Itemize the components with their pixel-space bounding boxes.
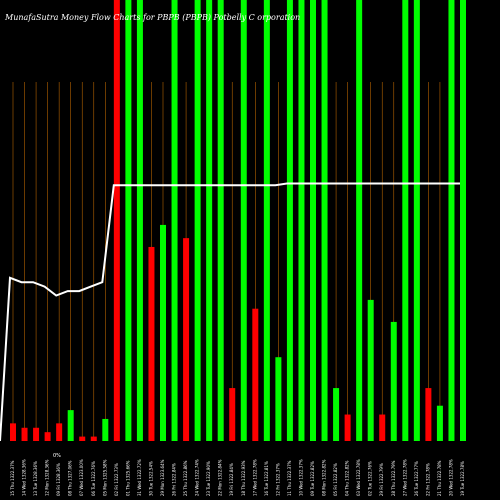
bar bbox=[367, 299, 374, 441]
tick-label: 08 Mon 1322.82% bbox=[322, 459, 327, 496]
bar bbox=[125, 0, 132, 441]
tick-label: 30 Tue 1322.54% bbox=[149, 461, 154, 496]
bar bbox=[448, 0, 455, 441]
bar bbox=[194, 0, 201, 441]
tick-label: 07 Wed 1323.00% bbox=[79, 459, 84, 496]
tick-label: 29 Mon 1323.64% bbox=[160, 459, 165, 496]
bar bbox=[252, 308, 259, 441]
tick-label: 22 Fri 1322.78% bbox=[425, 463, 430, 496]
tick-label: 04 Thu 1322.82% bbox=[345, 460, 350, 496]
tick-label: 28 Thu 1322.79% bbox=[391, 460, 396, 496]
tick-label: 18 Thu 1322.93% bbox=[241, 460, 246, 496]
bar bbox=[90, 436, 97, 441]
bar bbox=[356, 0, 363, 441]
bar bbox=[286, 0, 293, 441]
tick-label: 15 Thu 1322.37% bbox=[10, 460, 15, 496]
tick-label: 20 Wed 1322.78% bbox=[449, 459, 454, 496]
chart-title: MunafaSutra Money Flow Charts for PBPB (… bbox=[4, 13, 300, 22]
tick-label: 27 Wed 1322.78% bbox=[402, 459, 407, 496]
bar bbox=[413, 0, 420, 441]
bar bbox=[333, 388, 340, 441]
tick-label: 09 Fri 1328.36% bbox=[56, 463, 61, 496]
bar bbox=[102, 418, 109, 441]
bar bbox=[402, 0, 409, 441]
tick-label: 13 Tue 1328.36% bbox=[33, 461, 38, 496]
tick-label: 14 Wed 1328.36% bbox=[22, 459, 27, 496]
ref-label: 0% bbox=[53, 453, 61, 459]
tick-label: 08 Thu 1327.06% bbox=[68, 460, 73, 496]
bar bbox=[171, 0, 178, 441]
bar bbox=[240, 0, 247, 441]
bar bbox=[33, 427, 40, 441]
bar bbox=[390, 321, 397, 441]
bar bbox=[206, 0, 213, 441]
tick-label: 19 Fri 1322.84% bbox=[229, 463, 234, 496]
tick-label: 05 Fri 1322.82% bbox=[333, 463, 338, 496]
bar bbox=[79, 436, 86, 441]
bar bbox=[136, 0, 143, 441]
tick-label: 31 Wed 1322.72% bbox=[137, 459, 142, 496]
tick-label: 02 Fri 1322.73% bbox=[114, 463, 119, 496]
tick-label: 26 Tue 1322.77% bbox=[414, 461, 419, 496]
bar bbox=[160, 224, 166, 441]
bar bbox=[425, 388, 432, 441]
bars bbox=[10, 0, 466, 441]
bar bbox=[344, 414, 351, 441]
tick-label: 11 Thu 1322.37% bbox=[287, 460, 292, 496]
tick-label: 21 Thu 1322.78% bbox=[437, 460, 442, 496]
bar bbox=[275, 357, 282, 441]
bar bbox=[21, 427, 28, 441]
tick-labels: 15 Thu 1322.37% 14 Wed 1328.36% 13 Tue 132… bbox=[10, 459, 465, 496]
tick-label: 02 Tue 1322.76% bbox=[368, 461, 373, 496]
tick-label: 23 Tue 1322.90% bbox=[206, 461, 211, 496]
tick-label: 17 Wed 1322.78% bbox=[252, 459, 257, 496]
bar bbox=[56, 423, 63, 441]
bar bbox=[148, 246, 155, 441]
bar bbox=[217, 0, 224, 441]
bar bbox=[183, 238, 190, 441]
tick-label: 06 Tue 1322.76% bbox=[91, 461, 96, 496]
tick-label: 19 Tue 1322.78% bbox=[460, 461, 465, 496]
bar bbox=[67, 410, 74, 441]
price-line-layer bbox=[0, 182, 460, 442]
tick-label: 22 Mon 1322.84% bbox=[218, 459, 223, 496]
bar bbox=[263, 0, 270, 441]
tick-label: 03 Wed 1322.78% bbox=[356, 459, 361, 496]
bar bbox=[10, 423, 16, 441]
tick-label: 09 Tue 1322.82% bbox=[310, 461, 315, 496]
bar bbox=[436, 405, 443, 441]
tick-label: 10 Wed 1322.37% bbox=[299, 459, 304, 496]
tick-label: 16 Tue 1322.81% bbox=[264, 461, 269, 496]
tick-label: 12 Fri 1322.37% bbox=[275, 463, 280, 496]
tick-label: 12 Mon 1328.36% bbox=[45, 459, 50, 496]
tick-label: 29 Fri 1322.79% bbox=[379, 463, 384, 496]
price-line bbox=[0, 182, 460, 442]
bar bbox=[460, 0, 466, 441]
bar bbox=[310, 0, 316, 441]
bar bbox=[44, 432, 51, 441]
tick-label: 26 Fri 1322.84% bbox=[172, 463, 177, 496]
bar bbox=[113, 0, 120, 441]
bar bbox=[298, 0, 305, 441]
bar bbox=[229, 388, 236, 441]
tick-label: 05 Mon 1325.58% bbox=[102, 459, 107, 496]
tick-label: 24 Wed 1322.74% bbox=[195, 459, 200, 496]
tick-label: 01 Thu 1325.66% bbox=[125, 460, 130, 496]
bar bbox=[379, 414, 386, 441]
tick-label: 25 Thu 1322.86% bbox=[183, 460, 188, 496]
bar bbox=[321, 0, 328, 441]
